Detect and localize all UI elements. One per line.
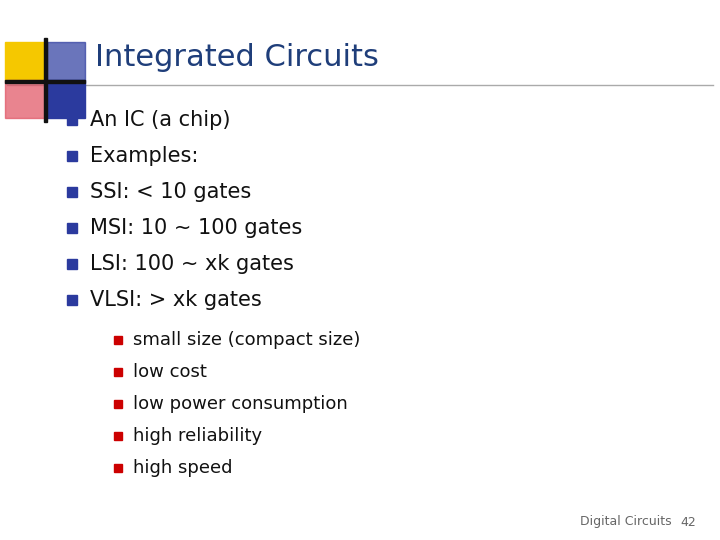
- Bar: [47, 42, 85, 80]
- Text: Integrated Circuits: Integrated Circuits: [95, 44, 379, 72]
- Bar: [44, 38, 47, 122]
- Text: Examples:: Examples:: [90, 146, 199, 166]
- Text: MSI: 10 ~ 100 gates: MSI: 10 ~ 100 gates: [90, 218, 302, 238]
- Text: small size (compact size): small size (compact size): [133, 331, 361, 349]
- Bar: [114, 400, 122, 408]
- Text: low power consumption: low power consumption: [133, 395, 348, 413]
- Bar: [5, 80, 47, 118]
- Text: 42: 42: [680, 516, 696, 529]
- Bar: [67, 187, 77, 197]
- Text: Digital Circuits: Digital Circuits: [580, 516, 672, 529]
- Text: LSI: 100 ~ xk gates: LSI: 100 ~ xk gates: [90, 254, 294, 274]
- Text: An IC (a chip): An IC (a chip): [90, 110, 230, 130]
- Text: high reliability: high reliability: [133, 427, 262, 445]
- Bar: [67, 259, 77, 269]
- Bar: [114, 432, 122, 440]
- Bar: [114, 464, 122, 472]
- Text: SSI: < 10 gates: SSI: < 10 gates: [90, 182, 251, 202]
- Text: VLSI: > xk gates: VLSI: > xk gates: [90, 290, 262, 310]
- Bar: [67, 151, 77, 161]
- Bar: [67, 223, 77, 233]
- Bar: [114, 336, 122, 344]
- Bar: [5, 80, 85, 83]
- Bar: [67, 115, 77, 125]
- Bar: [114, 368, 122, 376]
- Bar: [5, 42, 47, 80]
- Text: low cost: low cost: [133, 363, 207, 381]
- Bar: [47, 80, 85, 118]
- Bar: [67, 295, 77, 305]
- Text: high speed: high speed: [133, 459, 233, 477]
